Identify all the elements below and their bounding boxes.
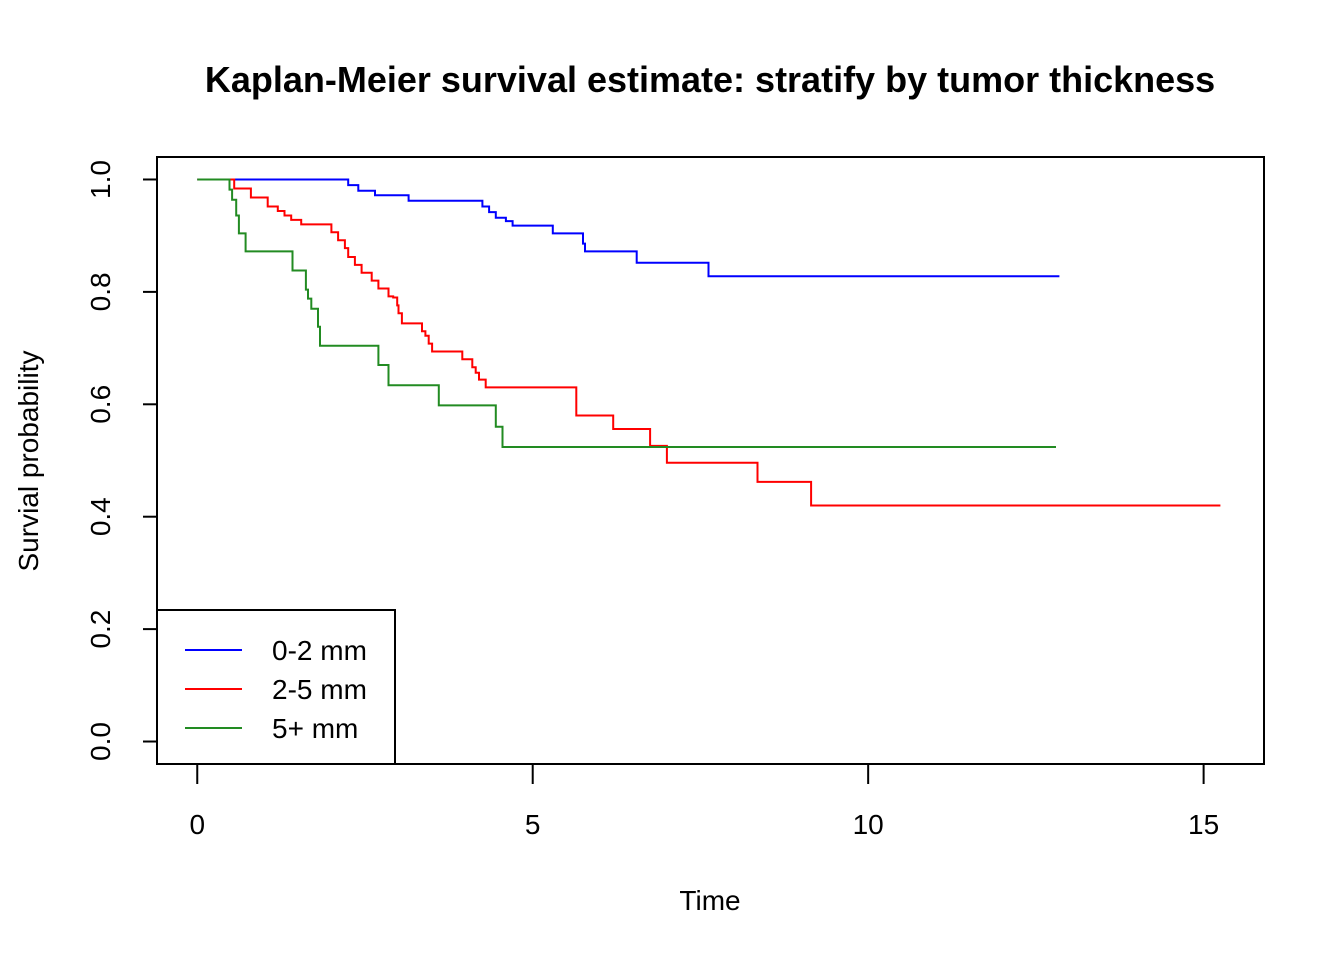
y-tick-label: 0.0	[85, 722, 116, 761]
legend-label: 0-2 mm	[272, 635, 367, 666]
y-tick-label: 0.8	[85, 272, 116, 311]
series-line-1	[197, 178, 1221, 507]
series-line-2	[197, 178, 1056, 448]
legend-label: 2-5 mm	[272, 674, 367, 705]
series-layer	[197, 178, 1221, 507]
legend: 0-2 mm 2-5 mm 5+ mm	[156, 609, 396, 765]
y-axis: 0.0 0.2 0.4 0.6 0.8 1.0	[85, 160, 158, 761]
x-axis-label: Time	[679, 885, 740, 916]
y-tick-label: 0.4	[85, 497, 116, 536]
chart-title: Kaplan-Meier survival estimate: stratify…	[205, 59, 1215, 100]
legend-label: 5+ mm	[272, 713, 358, 744]
plot-frame	[156, 156, 1265, 765]
y-tick-label: 0.6	[85, 385, 116, 424]
x-tick-label: 0	[190, 809, 206, 840]
y-tick-label: 0.2	[85, 610, 116, 649]
series-line-0	[197, 178, 1060, 278]
legend-box	[156, 609, 396, 765]
x-tick-label: 5	[525, 809, 541, 840]
y-axis-label: Survial probability	[13, 351, 44, 572]
x-axis: 0 5 10 15	[190, 763, 1219, 840]
x-tick-label: 10	[853, 809, 884, 840]
y-tick-label: 1.0	[85, 160, 116, 199]
x-tick-label: 15	[1188, 809, 1219, 840]
